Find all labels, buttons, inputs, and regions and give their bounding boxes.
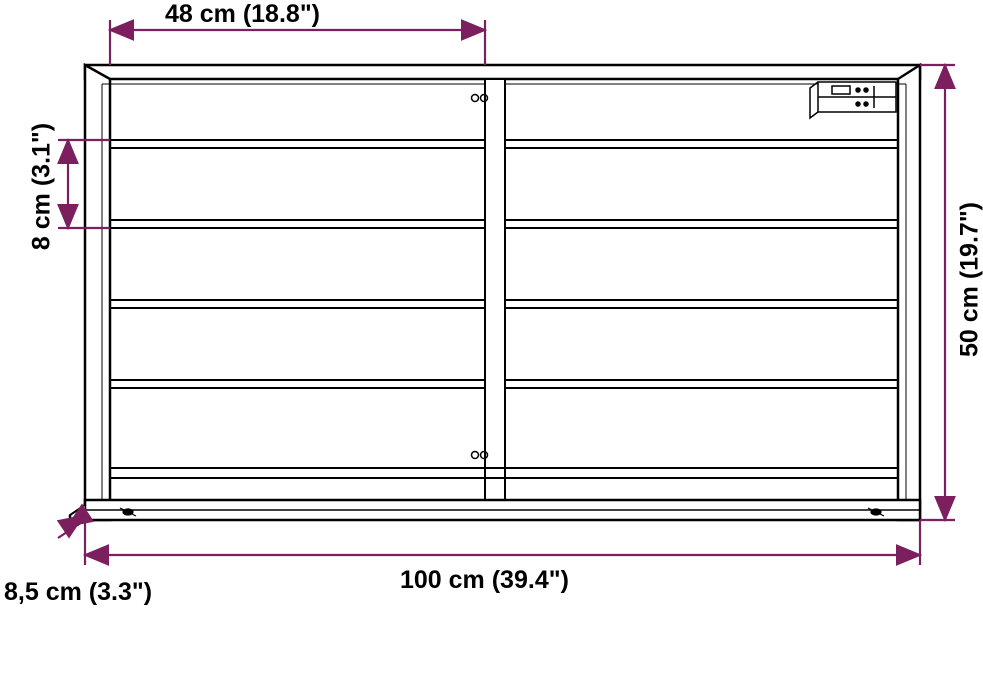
mounting-bracket <box>810 82 896 118</box>
dim-label-8cm: 8 cm (3.1") <box>28 117 57 257</box>
dim-label-100cm: 100 cm (39.4") <box>400 566 569 595</box>
dim-label-48cm: 48 cm (18.8") <box>165 0 320 29</box>
dim-label-85cm: 8,5 cm (3.3") <box>4 578 152 607</box>
cabinet-outline <box>70 65 920 530</box>
dim-label-50cm: 50 cm (19.7") <box>956 195 983 365</box>
